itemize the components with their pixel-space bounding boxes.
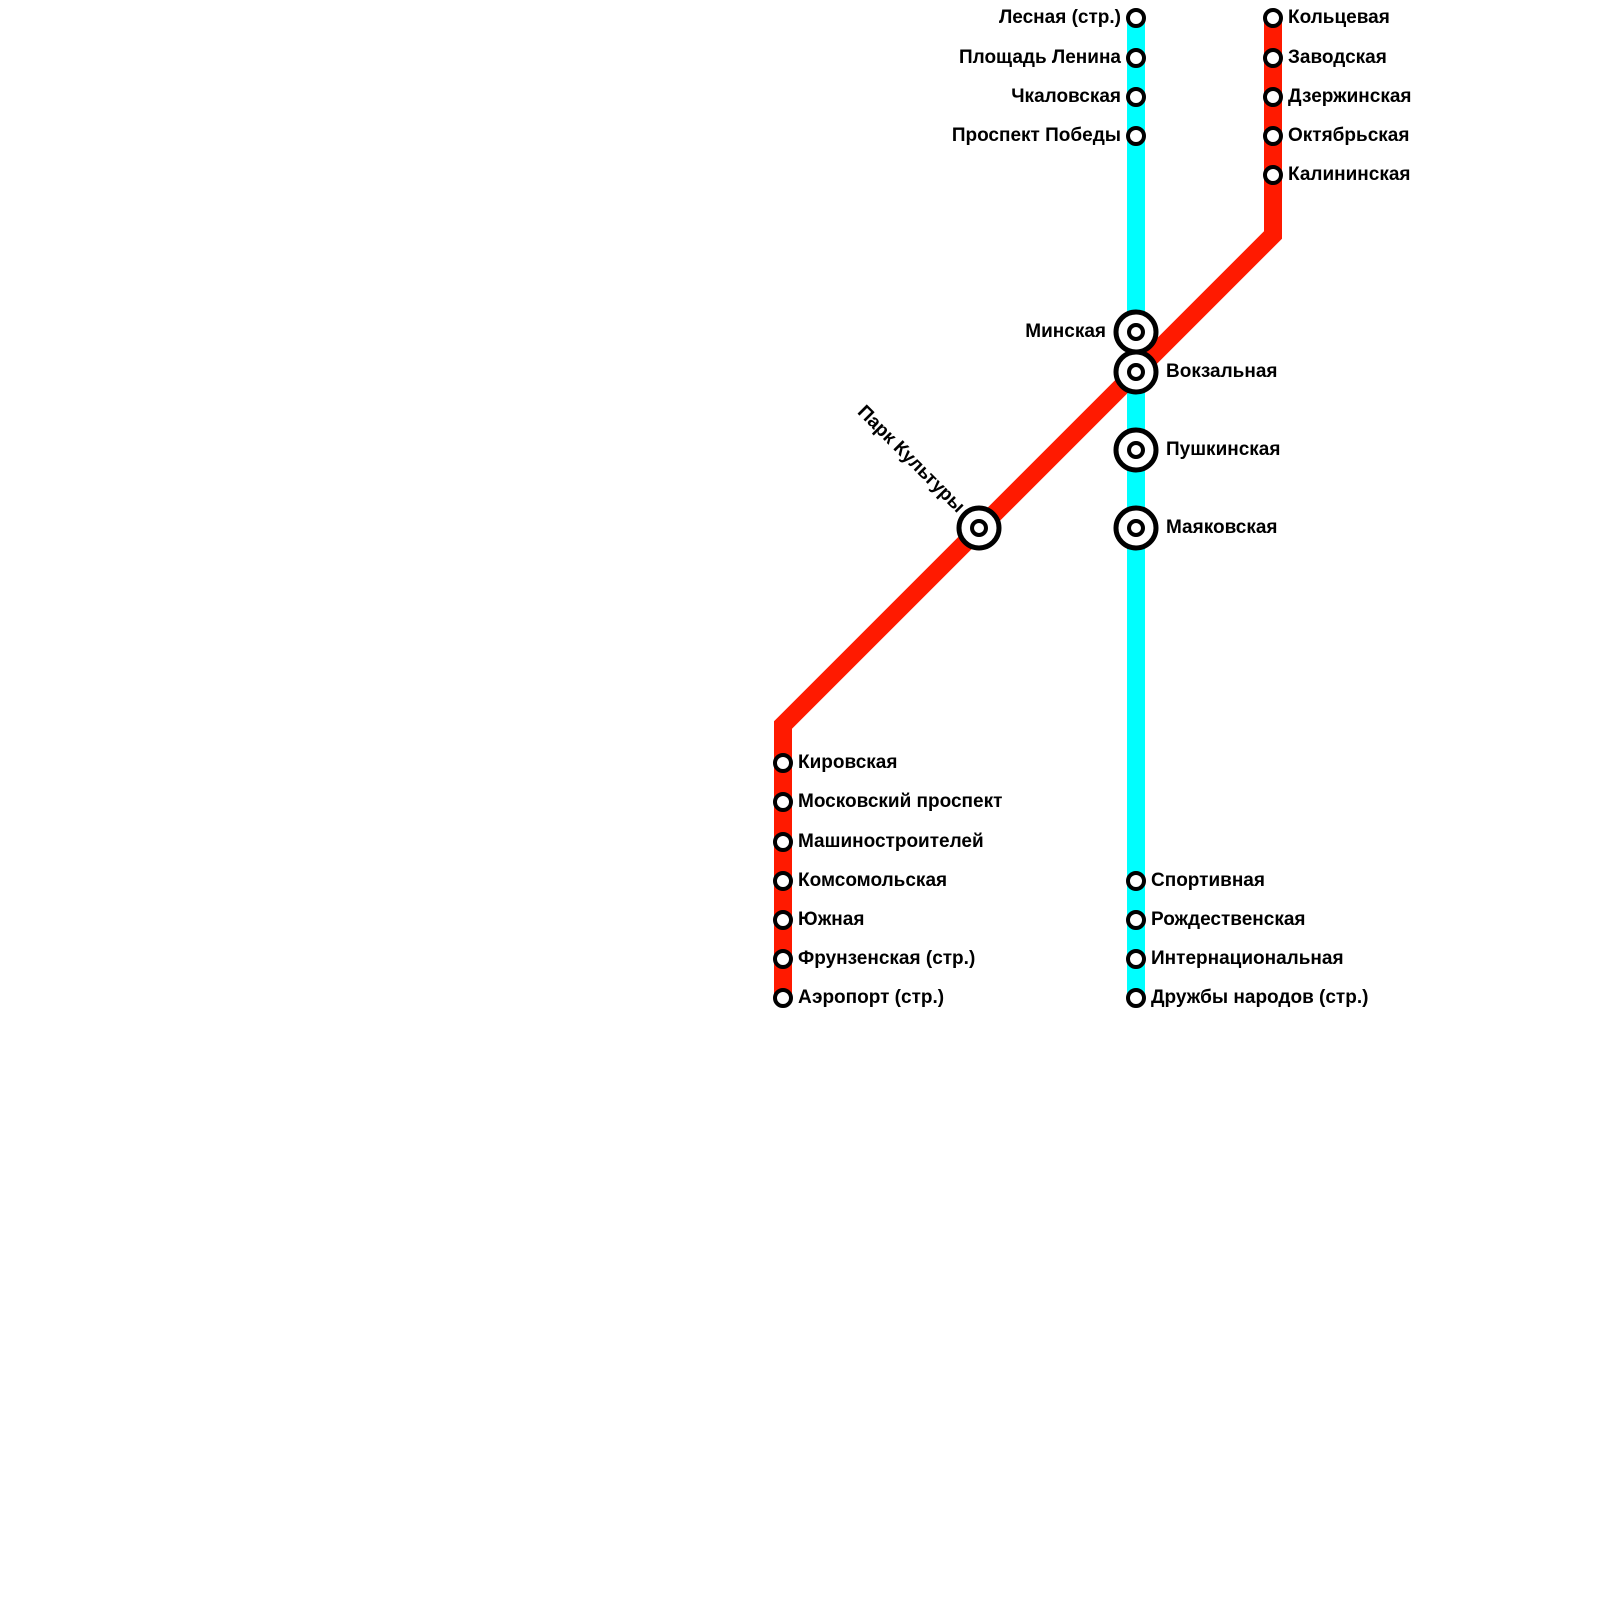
station-label: Калининская — [1288, 164, 1411, 185]
station-dot — [1126, 87, 1146, 107]
station: Московский проспект — [773, 791, 1002, 812]
station-dot — [1126, 126, 1146, 146]
station-label: Спортивная — [1151, 870, 1265, 891]
station-label: Московский проспект — [798, 791, 1002, 812]
station-dot — [773, 871, 793, 891]
station-dot — [1263, 126, 1283, 146]
station-dot — [1126, 949, 1146, 969]
station-dot — [773, 792, 793, 812]
station: Интернациональная — [1126, 948, 1344, 969]
station-dot — [773, 988, 793, 1008]
station-label: Заводская — [1288, 47, 1387, 68]
station-dot — [1263, 48, 1283, 68]
station: Площадь Ленина — [959, 47, 1146, 68]
station: Октябрьская — [1263, 125, 1409, 146]
station-label: Кольцевая — [1288, 7, 1390, 28]
station-label: Дзержинская — [1288, 86, 1411, 107]
station: Дружбы народов (стр.) — [1126, 987, 1368, 1008]
station-dot — [773, 910, 793, 930]
station-label: Лесная (стр.) — [999, 7, 1121, 28]
station: Вокзальная — [1113, 349, 1277, 395]
station-label: Вокзальная — [1166, 361, 1277, 382]
station-label: Дружбы народов (стр.) — [1151, 987, 1368, 1008]
station-dot — [1263, 8, 1283, 28]
station-dot — [773, 949, 793, 969]
station: Рождественская — [1126, 909, 1305, 930]
station-label: Рождественская — [1151, 909, 1305, 930]
station-label: Маяковская — [1166, 517, 1278, 538]
station-label: Минская — [1025, 321, 1106, 342]
station: Фрунзенская (стр.) — [773, 948, 975, 969]
station-dot — [1126, 871, 1146, 891]
station-label: Кировская — [798, 752, 897, 773]
station-dot — [1263, 87, 1283, 107]
station-dot — [1126, 988, 1146, 1008]
station-dot — [1126, 8, 1146, 28]
station-label: Фрунзенская (стр.) — [798, 948, 975, 969]
station: Заводская — [1263, 47, 1387, 68]
station-dot — [1263, 165, 1283, 185]
station: Пушкинская — [1113, 427, 1280, 473]
station: Комсомольская — [773, 870, 947, 891]
station-label: Проспект Победы — [952, 125, 1121, 146]
station-label: Южная — [798, 909, 864, 930]
station-label: Площадь Ленина — [959, 47, 1121, 68]
station-label: Чкаловская — [1011, 86, 1121, 107]
station: Спортивная — [1126, 870, 1265, 891]
station: Дзержинская — [1263, 86, 1411, 107]
station-dot — [1126, 910, 1146, 930]
interchange-core — [1127, 441, 1145, 459]
station-dot — [1126, 48, 1146, 68]
station: Маяковская — [1113, 505, 1278, 551]
station: Машиностроителей — [773, 831, 984, 852]
station: Калининская — [1263, 164, 1411, 185]
interchange-core — [1127, 519, 1145, 537]
interchange-core — [970, 519, 988, 537]
station-label: Пушкинская — [1166, 439, 1280, 460]
station-label: Комсомольская — [798, 870, 947, 891]
station: Парк Культуры — [853, 401, 1002, 551]
station: Южная — [773, 909, 864, 930]
station-label: Машиностроителей — [798, 831, 984, 852]
station-dot — [773, 832, 793, 852]
station-label: Октябрьская — [1288, 125, 1409, 146]
station: Чкаловская — [1011, 86, 1146, 107]
station-dot — [773, 753, 793, 773]
station: Проспект Победы — [952, 125, 1146, 146]
station: Аэропорт (стр.) — [773, 987, 944, 1008]
station: Кольцевая — [1263, 7, 1390, 28]
station-label: Интернациональная — [1151, 948, 1344, 969]
interchange-core — [1127, 323, 1145, 341]
station-label: Парк Культуры — [853, 401, 969, 517]
station: Кировская — [773, 752, 897, 773]
station: Лесная (стр.) — [999, 7, 1146, 28]
station-label: Аэропорт (стр.) — [798, 987, 944, 1008]
station: Минская — [1025, 309, 1159, 355]
interchange-core — [1127, 363, 1145, 381]
